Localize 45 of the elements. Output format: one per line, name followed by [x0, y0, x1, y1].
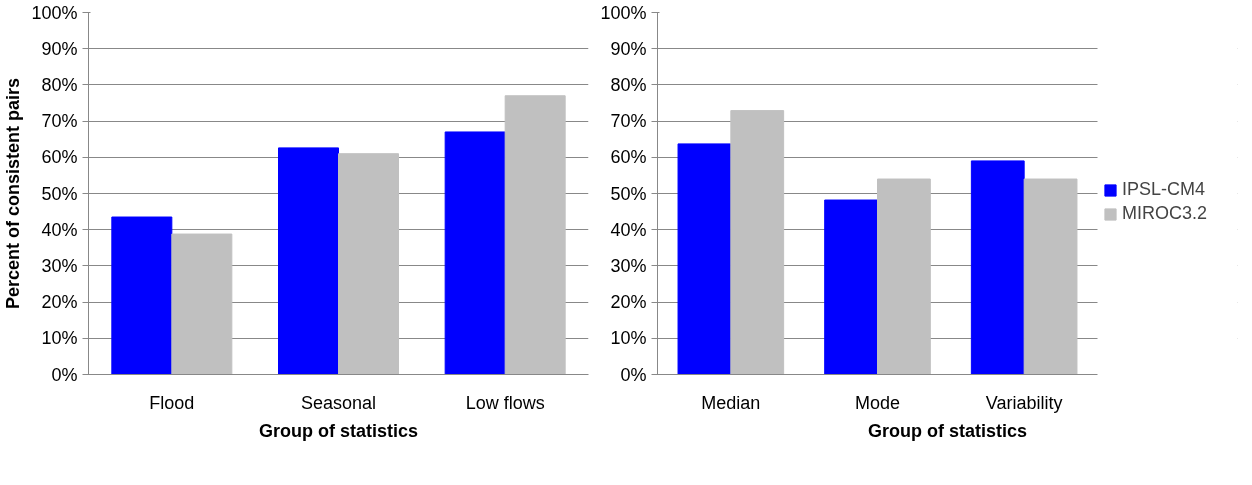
bar — [677, 143, 732, 375]
y-tick-label: 0% — [51, 364, 78, 385]
bar — [730, 110, 785, 375]
y-tick-label: 90% — [610, 38, 647, 59]
bar — [824, 199, 878, 375]
x-axis-title: Group of statistics — [258, 420, 419, 441]
bar — [504, 95, 566, 375]
y-tick-label: 80% — [41, 74, 78, 95]
y-tick-label: 0% — [620, 364, 647, 385]
y-tick-label: 90% — [41, 38, 78, 59]
bar — [1023, 178, 1078, 375]
x-tick-label: Median — [701, 392, 761, 413]
y-tick-label: 70% — [610, 111, 647, 132]
bar — [171, 233, 233, 375]
legend-label: IPSL-CM4 — [1122, 179, 1206, 200]
x-tick-label: Mode — [854, 392, 901, 413]
bar — [970, 160, 1025, 375]
bar — [278, 147, 339, 375]
y-tick-label: 80% — [610, 74, 647, 95]
x-tick-label: Low flows — [465, 392, 545, 413]
y-tick-label: 20% — [610, 292, 647, 313]
y-tick-label: 50% — [41, 183, 78, 204]
x-tick-label: Flood — [149, 392, 195, 413]
legend-label: MIROC3.2 — [1122, 203, 1208, 224]
bar — [444, 131, 506, 375]
bar — [877, 178, 931, 375]
y-tick-label: 10% — [610, 328, 647, 349]
y-tick-label: 100% — [600, 2, 647, 23]
y-tick-label: 60% — [41, 147, 78, 168]
y-tick-label: 40% — [41, 219, 78, 240]
x-axis-title: Group of statistics — [867, 420, 1028, 441]
y-tick-label: 20% — [41, 292, 78, 313]
x-tick-label: Variability — [985, 392, 1063, 413]
bar — [111, 216, 173, 375]
y-axis-title: Percent of consistent pairs — [3, 77, 24, 310]
bar — [338, 153, 399, 375]
y-tick-label: 40% — [610, 219, 647, 240]
y-tick-label: 60% — [610, 147, 647, 168]
y-tick-label: 10% — [41, 328, 78, 349]
y-tick-label: 50% — [610, 183, 647, 204]
y-tick-label: 100% — [31, 2, 78, 23]
y-tick-label: 30% — [41, 255, 78, 276]
x-tick-label: Seasonal — [300, 392, 377, 413]
y-tick-label: 70% — [41, 111, 78, 132]
y-tick-label: 30% — [610, 255, 647, 276]
